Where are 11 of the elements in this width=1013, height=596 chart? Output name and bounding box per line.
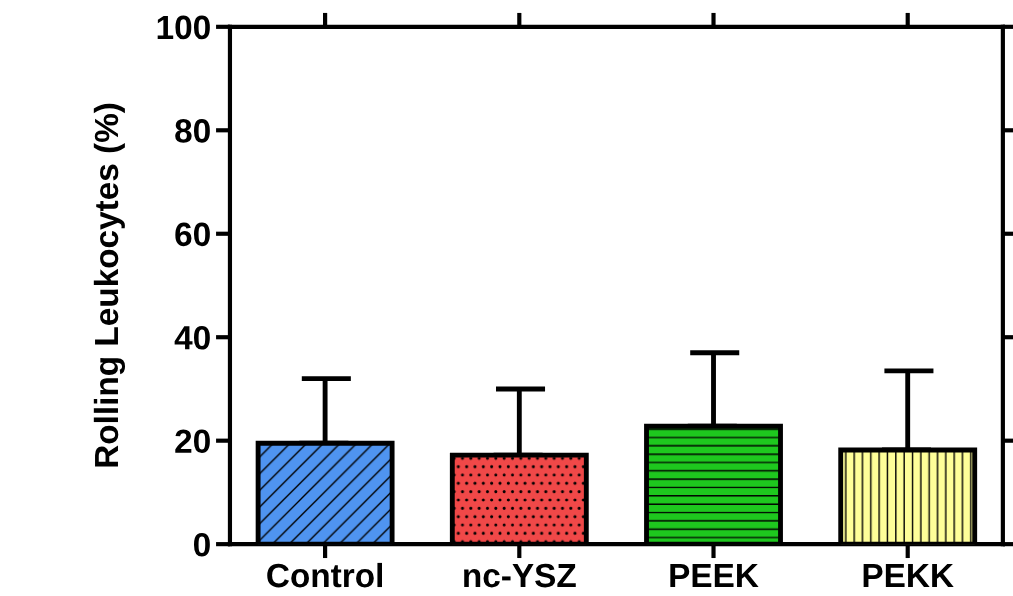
y-tick-label: 100 (157, 15, 210, 40)
y-tick-label: 20 (175, 429, 210, 454)
y-tick-label: 40 (174, 326, 210, 350)
x-tick-label: nc-YSZ (464, 563, 576, 588)
x-tick-label: PEEK (670, 564, 759, 588)
y-tick-label: 80 (175, 119, 210, 143)
x-tick-label: Control (267, 562, 382, 588)
x-tick-label: PEKK (863, 564, 954, 588)
y-tick-label: 60 (175, 222, 210, 247)
y-tick-label: 0 (193, 532, 210, 557)
y-axis-title: Rolling Leukocytes (%) (93, 103, 126, 467)
